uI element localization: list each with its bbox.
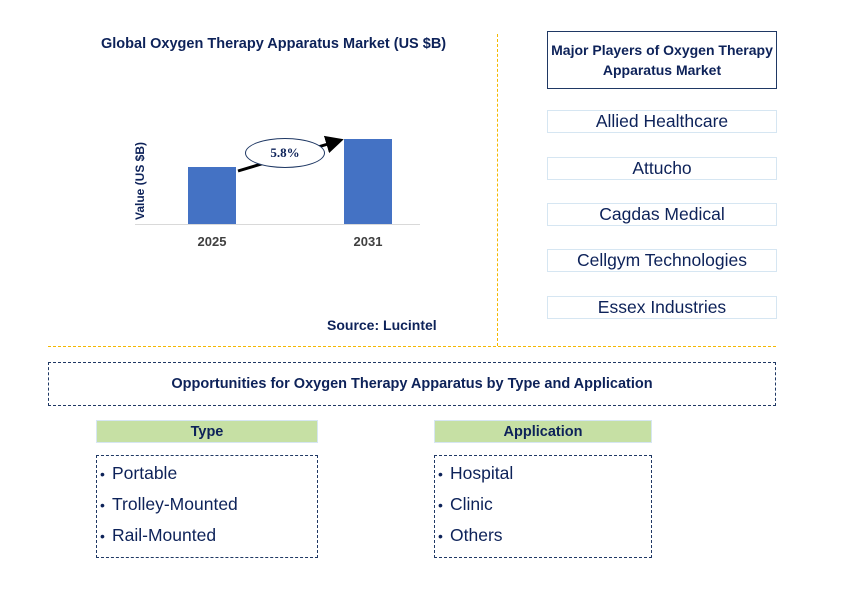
x-tick-2025: 2025 bbox=[197, 234, 227, 249]
player-item: Cagdas Medical bbox=[547, 203, 777, 226]
bar-2031 bbox=[344, 139, 392, 224]
y-axis-label: Value (US $B) bbox=[133, 141, 147, 220]
application-list: • Hospital • Clinic • Others bbox=[434, 455, 652, 558]
bullet-icon: • bbox=[438, 497, 443, 513]
opportunities-title: Opportunities for Oxygen Therapy Apparat… bbox=[48, 362, 776, 406]
vertical-divider bbox=[497, 34, 498, 346]
horizontal-divider bbox=[48, 346, 776, 347]
list-item: • Rail-Mounted bbox=[100, 520, 317, 551]
bullet-icon: • bbox=[100, 497, 105, 513]
bullet-icon: • bbox=[100, 528, 105, 544]
chart-title: Global Oxygen Therapy Apparatus Market (… bbox=[101, 36, 447, 52]
source-label: Source: Lucintel bbox=[327, 317, 437, 333]
bullet-icon: • bbox=[438, 528, 443, 544]
type-list: • Portable • Trolley-Mounted • Rail-Mounted bbox=[96, 455, 318, 558]
bullet-icon: • bbox=[438, 466, 443, 482]
player-item: Essex Industries bbox=[547, 296, 777, 319]
list-item: • Clinic bbox=[438, 489, 651, 520]
list-item: • Others bbox=[438, 520, 651, 551]
list-item: • Hospital bbox=[438, 458, 651, 489]
list-item: • Portable bbox=[100, 458, 317, 489]
player-item: Cellgym Technologies bbox=[547, 249, 777, 272]
players-title: Major Players of Oxygen Therapy Apparatu… bbox=[547, 31, 777, 89]
list-item: • Trolley-Mounted bbox=[100, 489, 317, 520]
cagr-badge: 5.8% bbox=[245, 138, 325, 168]
player-item: Allied Healthcare bbox=[547, 110, 777, 133]
application-header: Application bbox=[434, 420, 652, 443]
type-header: Type bbox=[96, 420, 318, 443]
bullet-icon: • bbox=[100, 466, 105, 482]
bar-2025 bbox=[188, 167, 236, 224]
player-item: Attucho bbox=[547, 157, 777, 180]
x-axis-line bbox=[135, 224, 420, 225]
x-tick-2031: 2031 bbox=[353, 234, 383, 249]
